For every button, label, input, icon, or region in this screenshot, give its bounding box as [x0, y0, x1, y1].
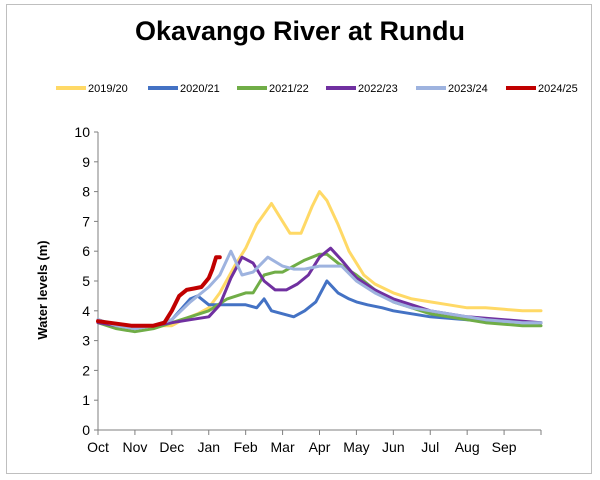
- legend-label: 2023/24: [448, 83, 488, 95]
- y-tick-label: 10: [74, 124, 90, 140]
- x-tick-label: Nov: [122, 439, 147, 455]
- y-tick-label: 6: [82, 243, 90, 259]
- series-line-2023-24: [96, 249, 543, 331]
- chart-frame: [6, 4, 592, 474]
- x-tick-label: Jan: [197, 439, 220, 455]
- chart-title: Okavango River at Rundu: [134, 16, 466, 46]
- series-layer: [96, 190, 543, 334]
- x-tick-label: May: [343, 439, 369, 455]
- x-tick-label: Oct: [87, 439, 109, 455]
- x-tick-label: Jul: [421, 439, 439, 455]
- y-tick-label: 4: [82, 303, 90, 319]
- y-tick-label: 0: [82, 422, 90, 438]
- legend-label: 2021/22: [269, 83, 309, 95]
- x-tick-label: Mar: [271, 439, 295, 455]
- axes: 0 1 2 3 4 5 6 7 8 9 10 Oct Nov Dec Jan Feb Mar Apr May Jun J…: [74, 124, 542, 455]
- y-tick-label: 3: [82, 333, 90, 349]
- y-tick-label: 2: [82, 362, 90, 378]
- series-line-2024-25: [96, 255, 222, 328]
- legend-label: 2022/23: [358, 83, 398, 95]
- series-line-2020-21: [96, 279, 543, 331]
- legend-label: 2024/25: [538, 83, 578, 95]
- x-tick-label: Apr: [309, 439, 331, 455]
- legend-label: 2020/21: [180, 83, 220, 95]
- y-tick-label: 5: [82, 273, 90, 289]
- x-tick-label: Dec: [159, 439, 184, 455]
- x-tick-label: Aug: [455, 439, 480, 455]
- y-tick-label: 7: [82, 213, 90, 229]
- x-tick-label: Jun: [382, 439, 405, 455]
- y-tick-label: 1: [82, 392, 90, 408]
- legend-label: 2019/20: [88, 83, 128, 95]
- x-tick-label: Feb: [234, 439, 258, 455]
- y-tick-label: 9: [82, 154, 90, 170]
- series-line-2022-23: [96, 246, 543, 328]
- y-tick-label: 8: [82, 184, 90, 200]
- series-line-2021-22: [96, 252, 543, 334]
- y-axis-label: Water levels (m): [35, 240, 50, 339]
- legend: 2019/20 2020/21 2021/22 2022/23 2023/24 2024/…: [56, 83, 578, 95]
- x-tick-label: Sep: [492, 439, 517, 455]
